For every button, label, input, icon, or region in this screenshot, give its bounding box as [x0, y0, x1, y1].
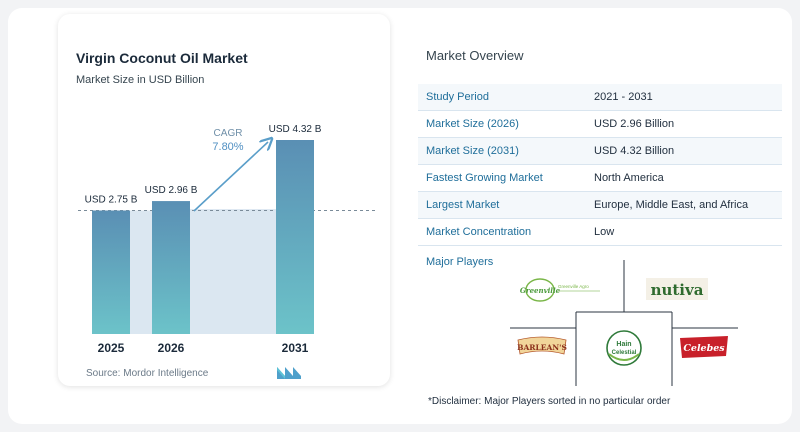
data-label-2025: USD 2.75 B — [85, 195, 138, 206]
row-label: Market Size (2031) — [426, 145, 519, 157]
table-row: Fastest Growing Market North America — [418, 165, 782, 192]
table-row: Study Period 2021 - 2031 — [418, 84, 782, 111]
barleans-logo: BARLEAN'S — [517, 336, 567, 355]
data-label-2026: USD 2.96 B — [145, 185, 198, 196]
greenville-logo-subtext: Greenville Agro — [558, 284, 589, 289]
hain-logo-text: Hain — [616, 341, 631, 348]
market-overview-title: Market Overview — [426, 48, 524, 63]
barleans-logo-text: BARLEAN'S — [517, 343, 567, 352]
bar-2031 — [276, 140, 314, 334]
market-overview-table: Study Period 2021 - 2031 Market Size (20… — [418, 84, 782, 246]
major-players-grid: Greenville Greenville Agro nutiva BARLEA… — [510, 260, 738, 386]
major-players-title: Major Players — [426, 256, 494, 268]
table-row: Largest Market Europe, Middle East, and … — [418, 192, 782, 219]
x-tick-label-2026: 2026 — [158, 341, 185, 355]
row-value: Low — [594, 226, 615, 238]
growth-band — [190, 209, 276, 334]
greenville-agro-logo: Greenville Greenville Agro — [520, 278, 600, 302]
cagr-label: CAGR — [214, 128, 243, 139]
row-value: USD 4.32 Billion — [594, 145, 675, 157]
hain-logo-subtext: Celestial — [612, 350, 637, 356]
row-label: Fastest Growing Market — [426, 172, 543, 184]
row-label: Largest Market — [426, 199, 500, 211]
data-label-2031: USD 4.32 B — [269, 124, 322, 135]
row-value: 2021 - 2031 — [594, 91, 653, 103]
chart-title: Virgin Coconut Oil Market — [76, 50, 248, 66]
row-value: Europe, Middle East, and Africa — [594, 199, 749, 211]
row-label: Market Concentration — [426, 226, 532, 238]
bar-2025 — [92, 210, 130, 334]
greenville-logo-text: Greenville — [520, 286, 561, 295]
cagr-value: 7.80% — [212, 141, 243, 153]
celebes-logo: Celebes — [680, 336, 728, 358]
source-text: Source: Mordor Intelligence — [86, 368, 209, 379]
bar-chart: USD 2.75 B 2025 USD 2.96 B 2026 USD 4.32 B 20… — [78, 124, 376, 355]
cagr-arrow — [193, 142, 268, 212]
row-label: Market Size (2026) — [426, 118, 519, 130]
nutiva-logo: nutiva — [646, 278, 708, 300]
disclaimer-text: *Disclaimer: Major Players sorted in no … — [428, 396, 671, 407]
row-label: Study Period — [426, 91, 489, 103]
growth-band — [130, 210, 152, 334]
celebes-logo-text: Celebes — [683, 343, 725, 354]
market-size-chart-card: USD 2.75 B 2025 USD 2.96 B 2026 USD 4.32 B 20… — [58, 14, 390, 386]
nutiva-logo-text: nutiva — [651, 281, 704, 299]
table-row: Market Size (2026) USD 2.96 Billion — [418, 111, 782, 138]
bar-2026 — [152, 201, 190, 334]
chart-subtitle: Market Size in USD Billion — [76, 74, 205, 86]
table-row: Market Size (2031) USD 4.32 Billion — [418, 138, 782, 165]
table-row: Market Concentration Low — [418, 219, 782, 246]
x-tick-label-2025: 2025 — [98, 341, 125, 355]
x-tick-label-2031: 2031 — [282, 341, 309, 355]
row-value: North America — [594, 172, 664, 184]
hain-celestial-logo: Hain Celestial — [606, 330, 642, 366]
row-value: USD 2.96 Billion — [594, 118, 675, 130]
mordor-logo-icon — [277, 367, 301, 379]
